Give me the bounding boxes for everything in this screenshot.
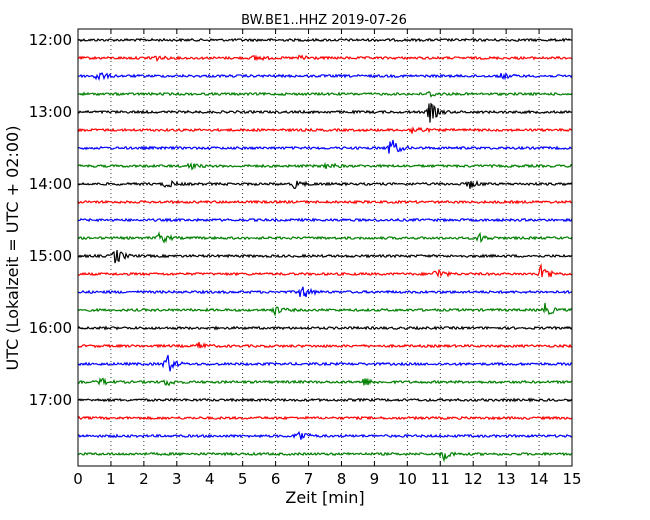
x-tick-label: 3	[172, 470, 182, 488]
trace-1300	[77, 102, 573, 123]
y-axis: 12:00 13:00 14:00 15:00 16:00 17:00	[29, 31, 572, 409]
y-axis-label: UTC (Lokalzeit = UTC + 02:00)	[3, 126, 22, 371]
trace-1415	[77, 199, 573, 205]
y-tick-label: 12:00	[29, 31, 72, 49]
trace-1430	[77, 217, 573, 223]
x-tick-label: 11	[431, 470, 450, 488]
trace-1230	[77, 71, 573, 81]
trace-1200	[77, 37, 573, 43]
y-tick-label: 15:00	[29, 247, 72, 265]
chart-title: BW.BE1..HHZ 2019-07-26	[241, 13, 407, 28]
x-tick-label: 4	[205, 470, 215, 488]
trace-1245	[77, 90, 573, 98]
trace-1330	[77, 139, 573, 154]
y-tick-label: 13:00	[29, 103, 72, 121]
y-tick-label: 16:00	[29, 319, 72, 337]
trace-1500	[77, 249, 573, 264]
y-tick-label: 14:00	[29, 175, 72, 193]
plot-frame	[77, 28, 573, 467]
x-tick-label: 14	[530, 470, 549, 488]
trace-1530	[77, 286, 573, 298]
trace-1315	[77, 126, 573, 134]
trace-1545	[77, 302, 573, 317]
vertical-grid	[110, 29, 540, 466]
trace-1630	[77, 354, 573, 372]
x-tick-label: 15	[562, 470, 581, 488]
trace-1215	[77, 54, 573, 62]
trace-1400	[77, 179, 573, 190]
trace-1345	[77, 161, 573, 171]
y-tick-label: 17:00	[29, 391, 72, 409]
x-tick-label: 7	[304, 470, 314, 488]
x-tick-label: 0	[73, 470, 83, 488]
x-tick-label: 2	[139, 470, 149, 488]
trace-group	[77, 37, 573, 463]
trace-1445	[77, 231, 573, 244]
x-tick-label: 13	[497, 470, 516, 488]
trace-1745	[77, 451, 573, 463]
trace-1615	[77, 341, 573, 349]
trace-1600	[77, 325, 573, 331]
trace-1515	[77, 263, 573, 279]
x-tick-label: 5	[238, 470, 248, 488]
x-tick-label: 1	[106, 470, 116, 488]
trace-1700	[77, 397, 573, 403]
x-tick-label: 12	[464, 470, 483, 488]
x-tick-label: 8	[337, 470, 347, 488]
x-tick-label: 9	[370, 470, 380, 488]
trace-1730	[77, 430, 573, 440]
trace-1715	[77, 415, 573, 421]
x-tick-label: 10	[398, 470, 417, 488]
x-axis: 0 1 2 3 4 5 6 7 8 9 10 11 12 13 14 15	[73, 29, 582, 488]
x-tick-label: 6	[271, 470, 281, 488]
x-axis-label: Zeit [min]	[285, 488, 364, 507]
trace-1645	[77, 377, 573, 387]
